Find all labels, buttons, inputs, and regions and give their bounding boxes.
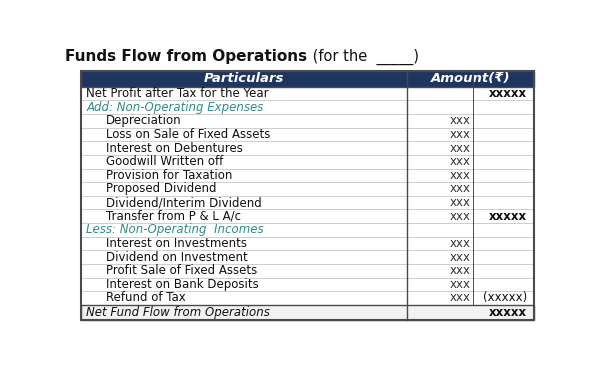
Text: Goodwill Written off: Goodwill Written off <box>106 155 223 168</box>
Text: Refund of Tax: Refund of Tax <box>106 291 185 304</box>
Text: Interest on Investments: Interest on Investments <box>106 237 247 250</box>
Text: Loss on Sale of Fixed Assets: Loss on Sale of Fixed Assets <box>106 128 270 141</box>
Text: Proposed Dividend: Proposed Dividend <box>106 183 216 195</box>
Text: xxx: xxx <box>449 196 470 209</box>
Text: Dividend/Interim Dividend: Dividend/Interim Dividend <box>106 196 262 209</box>
Text: (xxxxx): (xxxxx) <box>483 291 527 304</box>
Text: xxx: xxx <box>449 291 470 304</box>
Text: xxxxx: xxxxx <box>490 306 527 319</box>
Text: Dividend on Investment: Dividend on Investment <box>106 251 247 263</box>
Text: xxx: xxx <box>449 278 470 291</box>
Text: Depreciation: Depreciation <box>106 114 181 127</box>
Text: Interest on Bank Deposits: Interest on Bank Deposits <box>106 278 259 291</box>
Bar <box>80 71 535 321</box>
Text: xxx: xxx <box>449 128 470 141</box>
Text: Net Profit after Tax for the Year: Net Profit after Tax for the Year <box>86 87 269 100</box>
Text: xxx: xxx <box>449 251 470 263</box>
Text: Net Fund Flow from Operations: Net Fund Flow from Operations <box>86 306 270 319</box>
Text: xxx: xxx <box>449 114 470 127</box>
Bar <box>80 71 535 87</box>
Text: xxx: xxx <box>449 169 470 182</box>
Text: Interest on Debentures: Interest on Debentures <box>106 142 242 155</box>
Text: xxx: xxx <box>449 142 470 155</box>
Text: Provision for Taxation: Provision for Taxation <box>106 169 232 182</box>
Text: Profit Sale of Fixed Assets: Profit Sale of Fixed Assets <box>106 264 257 277</box>
Text: Transfer from P & L A/c: Transfer from P & L A/c <box>106 210 241 223</box>
Text: xxx: xxx <box>449 155 470 168</box>
Text: xxxxx: xxxxx <box>490 210 527 223</box>
Text: xxx: xxx <box>449 210 470 223</box>
Text: xxx: xxx <box>449 237 470 250</box>
Text: xxx: xxx <box>449 183 470 195</box>
Text: (for the  _____): (for the _____) <box>308 49 419 65</box>
Text: xxx: xxx <box>449 264 470 277</box>
Text: xxxxx: xxxxx <box>490 87 527 100</box>
Text: Particulars: Particulars <box>204 72 284 85</box>
Text: Add: Non-Operating Expenses: Add: Non-Operating Expenses <box>86 101 263 114</box>
Text: Less: Non-Operating  Incomes: Less: Non-Operating Incomes <box>86 223 264 236</box>
Text: Funds Flow from Operations: Funds Flow from Operations <box>65 49 308 64</box>
Text: Amount(₹): Amount(₹) <box>431 72 511 85</box>
Bar <box>80 305 535 321</box>
